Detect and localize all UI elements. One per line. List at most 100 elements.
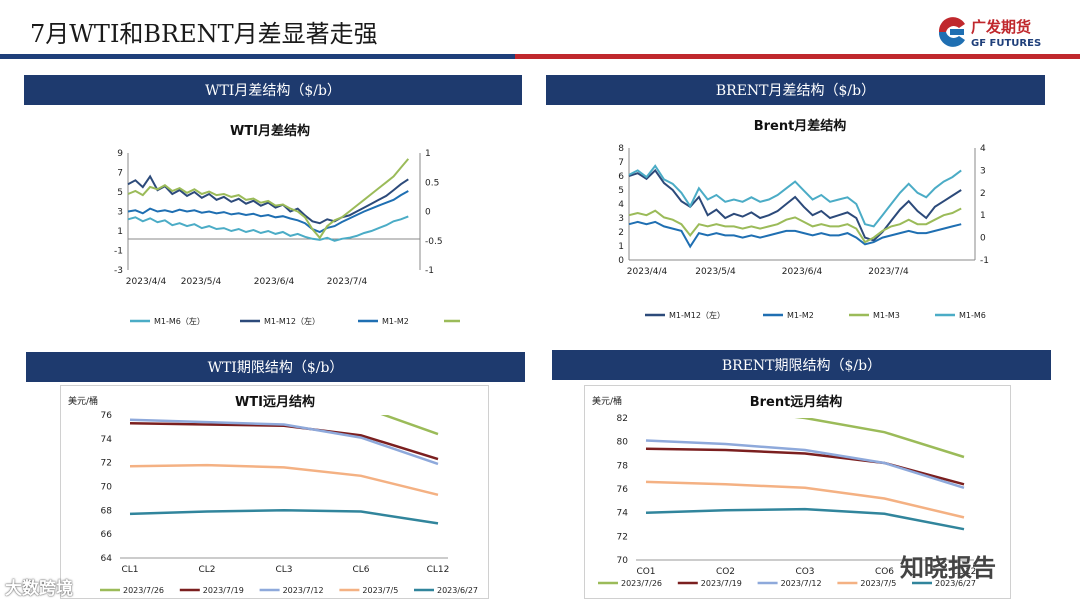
x-tick: CO6 xyxy=(875,567,894,577)
y-tick: 66 xyxy=(101,530,113,540)
logo-mark-icon xyxy=(938,17,965,47)
x-tick: 2023/7/4 xyxy=(868,267,909,277)
x-tick: CL3 xyxy=(275,565,292,575)
chart-brent-curve: Brent远月结构 美元/桶 70 72 74 76 78 80 82 CO1 CO2 CO3 CO6 C… xyxy=(584,385,1011,599)
y-tick: 76 xyxy=(617,485,629,495)
y-tick: 80 xyxy=(617,438,629,448)
y-tick-left: -3 xyxy=(114,266,123,276)
y-tick: 78 xyxy=(617,461,629,471)
panel-header-wti-spread: WTI月差结构（$/b） xyxy=(24,75,522,105)
series-line xyxy=(628,164,962,228)
x-tick: CL12 xyxy=(427,565,450,575)
y-tick-left: 8 xyxy=(618,144,624,154)
x-tick: CL6 xyxy=(352,565,369,575)
y-tick: 68 xyxy=(101,506,113,516)
legend-label: M1-M6 xyxy=(959,311,986,320)
y-tick: 74 xyxy=(617,509,629,519)
legend-label: M1-M6（左） xyxy=(154,316,205,326)
series-line xyxy=(380,415,439,436)
y-tick: 70 xyxy=(101,483,113,493)
y-tick: 82 xyxy=(617,414,628,424)
y-tick-left: 1 xyxy=(117,227,123,237)
legend-label: M1-M12（左） xyxy=(669,310,725,320)
panel-header-brent-spread: BRENT月差结构（$/b） xyxy=(546,75,1045,105)
x-tick: CL1 xyxy=(121,565,138,575)
series-group xyxy=(129,415,439,525)
y-tick: 76 xyxy=(101,411,113,421)
legend-label: 2023/7/26 xyxy=(123,586,164,595)
legend-label: 2023/6/27 xyxy=(437,586,478,595)
watermark-right: 知晓报告 xyxy=(900,554,996,582)
logo-cn: 广发期货 xyxy=(971,18,1031,36)
legend-label: 2023/7/12 xyxy=(781,579,822,588)
company-logo: 广发期货 GF FUTURES xyxy=(938,17,1041,49)
y-tick-right: 0.5 xyxy=(425,178,439,188)
x-tick: 2023/7/4 xyxy=(327,277,368,287)
y-tick-left: 3 xyxy=(618,214,624,224)
chart-title: Brent月差结构 xyxy=(754,118,847,134)
y-tick-left: 7 xyxy=(618,158,624,168)
x-tick: 2023/4/4 xyxy=(627,267,668,277)
title-rule-blue xyxy=(0,54,520,59)
y-tick-left: 9 xyxy=(117,149,123,159)
y-tick-left: 7 xyxy=(117,169,123,179)
series-line xyxy=(794,418,965,459)
legend-label: 2023/7/26 xyxy=(621,579,662,588)
chart-title: WTI月差结构 xyxy=(230,123,310,139)
x-tick: 2023/5/4 xyxy=(695,267,736,277)
y-tick-right: 0 xyxy=(425,208,431,218)
panel-header-brent-curve: BRENT期限结构（$/b） xyxy=(552,350,1051,380)
y-tick-right: 3 xyxy=(980,166,986,176)
x-tick: 2023/6/4 xyxy=(254,277,295,287)
series-line xyxy=(127,174,409,225)
series-line xyxy=(129,463,439,497)
series-line xyxy=(127,158,410,240)
y-tick-right: -0.5 xyxy=(425,237,443,247)
y-tick: 72 xyxy=(101,459,112,469)
legend-label: 2023/7/12 xyxy=(283,586,324,595)
title-rule-red xyxy=(515,54,1080,59)
y-axis-unit: 美元/桶 xyxy=(592,395,622,407)
series-line xyxy=(129,509,439,525)
series-line xyxy=(127,190,409,234)
slide-title: 7月WTI和BRENT月差显著走强 xyxy=(30,20,378,48)
series-line xyxy=(645,480,965,519)
series-line xyxy=(129,418,439,466)
series-line xyxy=(628,220,962,249)
series-line xyxy=(127,215,409,242)
y-tick: 64 xyxy=(101,554,113,564)
x-tick: 2023/4/4 xyxy=(126,277,167,287)
legend-label: M1-M3 xyxy=(873,311,900,320)
x-tick: CO3 xyxy=(795,567,814,577)
x-tick: CO12 xyxy=(952,567,977,577)
legend-label: M1-M12（左） xyxy=(264,316,320,326)
series-line xyxy=(645,439,965,489)
x-tick: CO1 xyxy=(636,567,655,577)
y-tick-left: 2 xyxy=(618,228,624,238)
y-tick: 72 xyxy=(617,532,628,542)
x-tick: CL2 xyxy=(198,565,215,575)
y-tick-left: 6 xyxy=(618,172,624,182)
legend-label: M1-M2 xyxy=(382,317,409,326)
x-tick: 2023/6/4 xyxy=(782,267,823,277)
legend-label: 2023/6/27 xyxy=(935,579,976,588)
y-tick-right: 2 xyxy=(980,189,986,199)
y-tick-right: 0 xyxy=(980,234,986,244)
y-tick-left: 3 xyxy=(117,208,123,218)
y-tick-left: 0 xyxy=(618,256,624,266)
logo-en: GF FUTURES xyxy=(971,38,1041,49)
legend-label: 2023/7/5 xyxy=(362,586,398,595)
plot-frame xyxy=(584,385,1011,599)
chart-wti-curve: WTI远月结构 美元/桶 64 66 68 70 72 74 76 CL1 CL2 CL3 CL6 CL1… xyxy=(60,385,489,599)
legend-label: M1-M2 xyxy=(787,311,814,320)
chart-title: Brent远月结构 xyxy=(750,394,843,410)
y-tick-right: 1 xyxy=(425,149,431,159)
chart-wti-spread: WTI月差结构 -3 -1 1 3 5 7 9 -1 -0.5 0 0.5 1 2023/4/4 2023/… xyxy=(114,123,460,326)
y-tick-right: 1 xyxy=(980,211,986,221)
y-tick-right: -1 xyxy=(425,266,434,276)
y-tick: 74 xyxy=(101,435,113,445)
series-line xyxy=(628,168,962,242)
y-axis-unit: 美元/桶 xyxy=(68,395,98,407)
y-tick-left: 5 xyxy=(618,186,624,196)
y-tick-right: -1 xyxy=(980,256,989,266)
